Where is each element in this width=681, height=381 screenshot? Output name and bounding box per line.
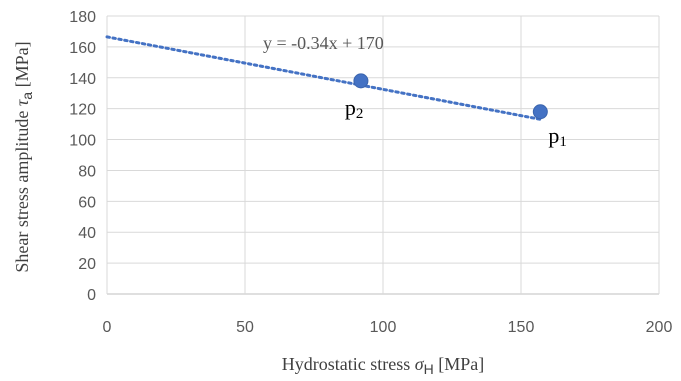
trendline-equation: y = -0.34x + 170 bbox=[263, 33, 384, 53]
data-point bbox=[532, 104, 548, 120]
x-tick-label: 100 bbox=[370, 319, 397, 336]
y-axis-title-text: Shear stress amplitude bbox=[12, 106, 32, 272]
y-axis-title: Shear stress amplitude τa [MPa] bbox=[12, 41, 35, 272]
y-tick-label: 120 bbox=[69, 102, 96, 119]
point-label-base: p bbox=[548, 123, 559, 148]
x-tick-labels: 0 50 100 150 200 bbox=[103, 319, 673, 336]
y-axis-title-unit: [MPa] bbox=[12, 41, 32, 92]
y-tick-label: 0 bbox=[87, 287, 96, 304]
x-axis-title-subscript: H bbox=[424, 361, 434, 377]
gridlines bbox=[106, 15, 660, 295]
y-tick-label: 100 bbox=[69, 133, 96, 150]
y-tick-label: 80 bbox=[78, 163, 96, 180]
x-tick-label: 200 bbox=[646, 319, 673, 336]
point-label: p1 bbox=[548, 123, 567, 150]
y-tick-label: 60 bbox=[78, 194, 96, 211]
x-tick-label: 150 bbox=[508, 319, 535, 336]
y-axis-title-symbol: τ bbox=[12, 99, 32, 106]
x-tick-label: 50 bbox=[236, 319, 254, 336]
y-axis-title-subscript: a bbox=[19, 92, 35, 100]
data-point bbox=[353, 73, 369, 89]
x-axis-title: Hydrostatic stress σH [MPa] bbox=[282, 354, 485, 377]
x-axis-title-symbol: σ bbox=[415, 354, 425, 374]
point-label: p2 bbox=[345, 95, 364, 122]
x-axis-title-text: Hydrostatic stress bbox=[282, 354, 415, 374]
point-label-subscript: 2 bbox=[356, 106, 364, 122]
x-tick-label: 0 bbox=[103, 319, 112, 336]
x-axis-title-unit: [MPa] bbox=[434, 354, 485, 374]
y-tick-labels: 0 20 40 60 80 100 120 140 160 180 bbox=[69, 9, 96, 304]
trendline-group bbox=[105, 35, 542, 121]
point-label-subscript: 1 bbox=[559, 134, 567, 150]
y-tick-label: 180 bbox=[69, 9, 96, 26]
y-tick-label: 160 bbox=[69, 40, 96, 57]
y-tick-label: 20 bbox=[78, 256, 96, 273]
y-tick-label: 140 bbox=[69, 71, 96, 88]
y-tick-label: 40 bbox=[78, 225, 96, 242]
trendline bbox=[105, 35, 542, 121]
point-label-base: p bbox=[345, 95, 356, 120]
